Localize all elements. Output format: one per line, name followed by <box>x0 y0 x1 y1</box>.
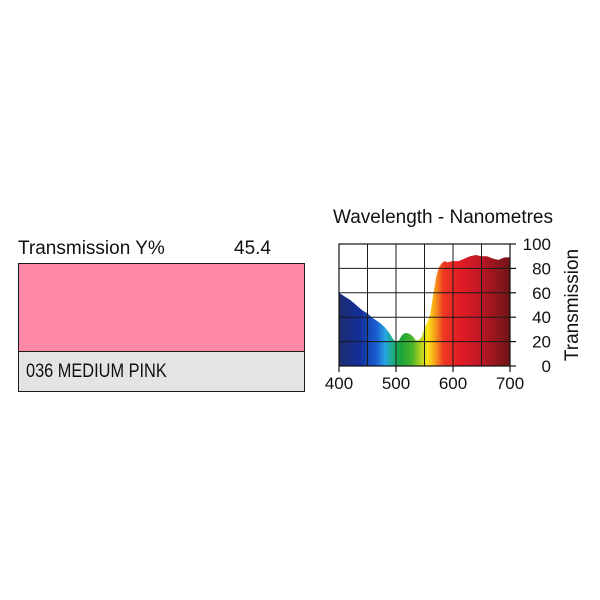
color-swatch <box>19 264 304 352</box>
y-tick-label: 60 <box>532 284 551 303</box>
filter-name: 036 MEDIUM PINK <box>26 361 167 382</box>
swatch-name-bar: 036 MEDIUM PINK <box>19 352 304 391</box>
plot-frame <box>338 243 511 367</box>
x-tick-label: 400 <box>325 374 353 393</box>
transmission-value: 45.4 <box>234 238 271 259</box>
x-tick-label: 500 <box>382 374 410 393</box>
y-tick-label: 100 <box>523 235 551 254</box>
swatch-box: 036 MEDIUM PINK <box>18 263 305 392</box>
axis-ticks: 400 500 600 700 0 20 40 60 80 100 <box>325 235 551 393</box>
y-tick-label: 80 <box>532 259 551 278</box>
y-tick-label: 0 <box>542 357 551 376</box>
chart-grid <box>339 244 510 366</box>
y-tick-label: 40 <box>532 308 551 327</box>
y-tick-label: 20 <box>532 333 551 352</box>
x-tick-label: 700 <box>496 374 524 393</box>
filter-swatch-panel: Transmission Y% 45.4 036 MEDIUM PINK <box>18 238 305 394</box>
y-axis-label: Transmission <box>562 249 583 361</box>
transmission-area <box>339 255 510 366</box>
x-tick-label: 600 <box>439 374 467 393</box>
chart-title: Wavelength - Nanometres <box>333 207 553 228</box>
transmission-label: Transmission Y% <box>18 238 165 259</box>
